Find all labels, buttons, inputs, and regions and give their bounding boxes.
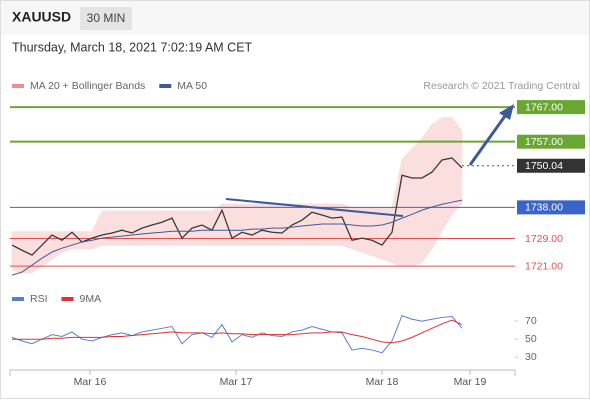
bollinger-band [281, 203, 293, 246]
trend-line [225, 198, 404, 217]
credit: Research © 2021 Trading Central [423, 80, 580, 92]
price-line [11, 157, 463, 256]
bollinger-band [181, 210, 193, 246]
level-label: 1738.00 [525, 202, 563, 214]
series-line [12, 319, 463, 344]
x-tick-label: Mar 17 [220, 376, 253, 388]
bollinger-band [131, 210, 143, 246]
level-box [517, 100, 585, 115]
bollinger-band [351, 207, 363, 253]
bollinger-band [321, 203, 333, 246]
level-label: 1757.00 [525, 136, 563, 148]
legend-swatch [12, 84, 24, 88]
bollinger-band [271, 203, 283, 246]
forecast-arrow [468, 115, 507, 166]
level-box [517, 158, 585, 173]
bollinger-band [61, 231, 73, 253]
series-line [11, 199, 463, 276]
level-label: 1729.00 [525, 233, 563, 245]
legend-label: MA 50 [177, 80, 207, 92]
series-line [11, 314, 463, 354]
symbol: XAUUSD [12, 9, 71, 25]
bollinger-band [411, 137, 423, 267]
level-label: 1767.00 [525, 101, 563, 113]
bollinger-band [211, 203, 223, 246]
bollinger-band [361, 207, 373, 257]
x-tick-label: Mar 18 [366, 376, 399, 388]
level-label: 1750.04 [525, 160, 563, 172]
bollinger-band [441, 117, 453, 233]
bollinger-band [431, 116, 443, 250]
y-tick-label: 70 [525, 315, 537, 327]
legend-swatch [12, 297, 24, 301]
bollinger-band [111, 210, 123, 246]
interval-label[interactable]: 30 MIN [87, 11, 126, 25]
level-box [517, 200, 585, 215]
level-box [517, 134, 585, 149]
x-tick-label: Mar 19 [454, 376, 487, 388]
legend-swatch [159, 84, 172, 88]
y-tick-label: 30 [525, 351, 537, 363]
legend-swatch [61, 297, 74, 301]
legend-label: 9MA [80, 293, 102, 305]
bollinger-band [371, 207, 383, 260]
bollinger-band [251, 203, 263, 246]
bollinger-band [11, 231, 23, 274]
legend-label: RSI [30, 293, 48, 305]
arrow-head [499, 104, 514, 120]
bollinger-band [101, 210, 113, 246]
interval-button[interactable] [80, 7, 132, 30]
timestamp: Thursday, March 18, 2021 7:02:19 AM CET [12, 40, 253, 54]
bollinger-band [161, 210, 173, 246]
legend-label: MA 20 + Bollinger Bands [30, 80, 145, 92]
bollinger-band [241, 203, 253, 246]
bollinger-band [151, 210, 163, 246]
bollinger-band [261, 203, 273, 246]
y-tick-label: 50 [525, 333, 537, 345]
bollinger-band [421, 123, 433, 264]
level-label: 1721.00 [525, 260, 563, 272]
x-tick-label: Mar 16 [74, 376, 107, 388]
bollinger-band [231, 203, 243, 246]
bollinger-band [31, 231, 43, 274]
bollinger-band [121, 210, 133, 246]
